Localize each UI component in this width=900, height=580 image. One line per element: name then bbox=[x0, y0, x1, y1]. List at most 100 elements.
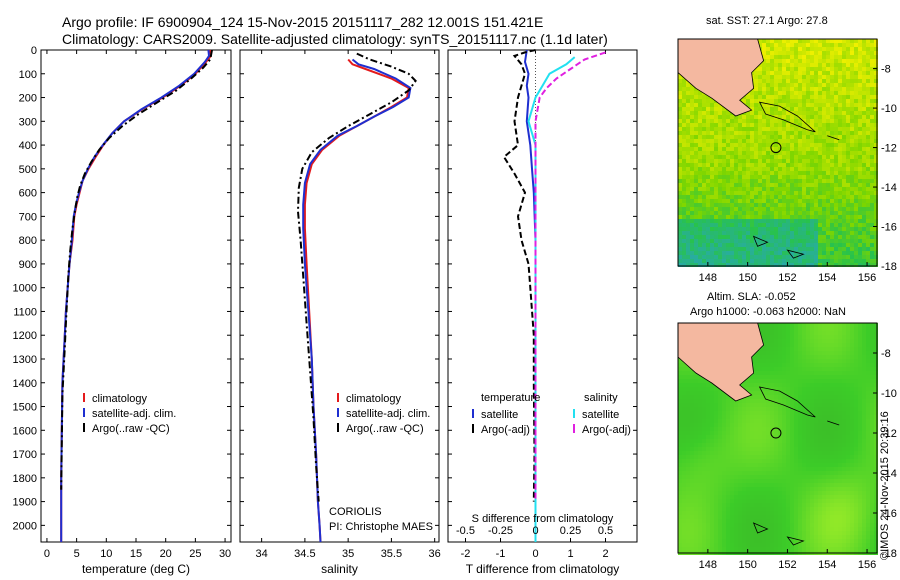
y-tick-label: 1000 bbox=[13, 283, 37, 295]
x-tick-label: 25 bbox=[189, 548, 201, 560]
y-tick-label: 700 bbox=[19, 211, 37, 223]
series-line-satellite-adj-clim- bbox=[302, 58, 412, 543]
x-tick-label: -2 bbox=[461, 548, 471, 560]
map-y-tick-label: -18 bbox=[881, 261, 897, 273]
y-tick-label: 600 bbox=[19, 188, 37, 200]
y-tick-label: 1900 bbox=[13, 497, 37, 509]
y-tick-label: 1100 bbox=[13, 306, 37, 318]
x-tick-label: 10 bbox=[100, 548, 112, 560]
map-x-tick-label: 150 bbox=[738, 559, 756, 571]
island-outline bbox=[752, 235, 769, 247]
argo-location-marker bbox=[770, 142, 782, 154]
map-y-tick-label: -10 bbox=[881, 103, 897, 115]
x-tick-label: 1 bbox=[567, 548, 573, 560]
map-x-tick-label: 148 bbox=[699, 559, 717, 571]
map-y-tick-label: -18 bbox=[881, 548, 897, 560]
map-y-tick-label: -16 bbox=[881, 222, 897, 234]
land-mass bbox=[677, 322, 765, 402]
x-axis-label: temperature (deg C) bbox=[82, 562, 190, 576]
x-tick-label: 0 bbox=[532, 548, 538, 560]
sla-map-title-1: Altim. SLA: -0.052 bbox=[707, 291, 796, 303]
series-line-satellite-adj-clim- bbox=[60, 49, 211, 542]
sla-map bbox=[677, 322, 878, 555]
map-y-tick-label: -8 bbox=[881, 64, 891, 76]
panel-frame bbox=[447, 49, 638, 543]
y-tick-label: 1600 bbox=[13, 425, 37, 437]
legend-label: climatology bbox=[346, 393, 402, 405]
y-tick-label: 800 bbox=[19, 235, 37, 247]
island-outline bbox=[827, 135, 840, 141]
x-tick-label: 36 bbox=[429, 548, 441, 560]
y-tick-label: 1800 bbox=[13, 473, 37, 485]
chart-title-line1: Argo profile: IF 6900904_124 15-Nov-2015… bbox=[62, 14, 544, 30]
legend-label: satellite-adj. clim. bbox=[92, 408, 176, 420]
x-tick-label: 30 bbox=[219, 548, 231, 560]
y-tick-label: 2000 bbox=[13, 520, 37, 532]
series-line-climatology bbox=[60, 49, 212, 542]
legend-header-salinity: salinity bbox=[584, 392, 618, 404]
x-tick-label: 35 bbox=[342, 548, 354, 560]
x-tick-label: 0 bbox=[44, 548, 50, 560]
series-line-climatology bbox=[303, 58, 410, 543]
y-tick-label: 1400 bbox=[13, 378, 37, 390]
x-tick-label: 2 bbox=[602, 548, 608, 560]
legend-label: satellite bbox=[582, 409, 619, 421]
y-tick-label: 1500 bbox=[13, 402, 37, 414]
y-tick-label: 0 bbox=[31, 45, 37, 57]
island-outline bbox=[786, 536, 805, 546]
x-tick-label: 34.5 bbox=[294, 548, 315, 560]
argo-location-marker bbox=[770, 427, 782, 439]
map-y-tick-label: -10 bbox=[881, 388, 897, 400]
salinity-tick-label: 0.25 bbox=[560, 525, 581, 537]
map-x-tick-label: 156 bbox=[858, 559, 876, 571]
x-axis-label: salinity bbox=[321, 562, 358, 576]
legend-label: Argo(-adj) bbox=[481, 424, 530, 436]
chart-title-line2: Climatology: CARS2009. Satellite-adjuste… bbox=[62, 31, 608, 47]
y-tick-label: 1300 bbox=[13, 354, 37, 366]
island-outline bbox=[827, 420, 840, 426]
salinity-tick-label: -0.5 bbox=[456, 525, 475, 537]
y-tick-label: 1200 bbox=[13, 330, 37, 342]
land-mass bbox=[677, 38, 765, 117]
y-tick-label: 300 bbox=[19, 116, 37, 128]
map-x-tick-label: 154 bbox=[818, 272, 836, 284]
platform-label: CORIOLIS bbox=[329, 506, 382, 518]
x-tick-label: 5 bbox=[74, 548, 80, 560]
sst-map-title: sat. SST: 27.1 Argo: 27.8 bbox=[706, 15, 828, 27]
map-y-tick-label: -14 bbox=[881, 182, 897, 194]
salinity-tick-label: 0.5 bbox=[598, 525, 613, 537]
salinity-tick-label: 0 bbox=[532, 525, 538, 537]
sla-map-title-2: Argo h1000: -0.063 h2000: NaN bbox=[690, 306, 846, 318]
map-y-tick-label: -16 bbox=[881, 508, 897, 520]
legend-label: satellite-adj. clim. bbox=[346, 408, 430, 420]
y-tick-label: 500 bbox=[19, 164, 37, 176]
map-x-tick-label: 154 bbox=[818, 559, 836, 571]
legend-label: Argo(..raw -QC) bbox=[92, 423, 170, 435]
map-y-tick-label: -12 bbox=[881, 428, 897, 440]
panel-frame bbox=[239, 49, 440, 543]
map-y-tick-label: -8 bbox=[881, 348, 891, 360]
legend-label: climatology bbox=[92, 393, 148, 405]
panel-frame bbox=[40, 49, 232, 543]
x-tick-label: 20 bbox=[160, 548, 172, 560]
x-tick-label: 35.5 bbox=[381, 548, 402, 560]
map-y-tick-label: -12 bbox=[881, 143, 897, 155]
x-tick-label: 15 bbox=[130, 548, 142, 560]
map-frame bbox=[677, 38, 878, 267]
legend-label: satellite bbox=[481, 409, 518, 421]
x-tick-label: -1 bbox=[496, 548, 506, 560]
map-x-tick-label: 152 bbox=[778, 272, 796, 284]
legend-header-temperature: temperature bbox=[481, 392, 540, 404]
salinity-tick-label: -0.25 bbox=[488, 525, 513, 537]
y-tick-label: 900 bbox=[19, 259, 37, 271]
series-line-temperature-argo-adj- bbox=[502, 49, 536, 502]
island-outline bbox=[752, 522, 769, 534]
sst-map bbox=[677, 38, 878, 267]
series-line-salinity-argo-adj- bbox=[534, 51, 606, 502]
map-x-tick-label: 148 bbox=[699, 272, 717, 284]
x-axis-label: T difference from climatology bbox=[466, 562, 620, 576]
y-tick-label: 200 bbox=[19, 93, 37, 105]
y-tick-label: 1700 bbox=[13, 449, 37, 461]
salinity-axis-label: S difference from climatology bbox=[472, 513, 614, 525]
